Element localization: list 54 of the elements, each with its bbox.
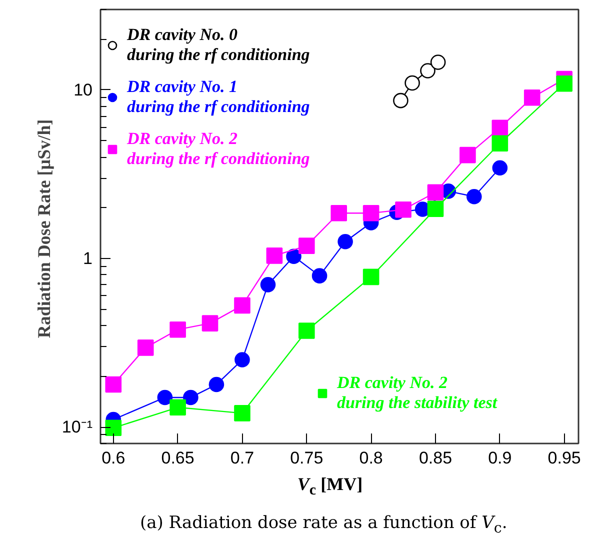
point	[105, 376, 122, 393]
x-tick-label: 0.65	[161, 448, 194, 468]
point	[170, 321, 186, 338]
point	[157, 390, 173, 406]
x-tick-label: 0.95	[548, 448, 581, 468]
point	[430, 54, 446, 70]
point	[524, 90, 540, 106]
point	[234, 405, 250, 422]
x-tick-label: 0.6	[102, 448, 126, 468]
point	[137, 340, 154, 356]
point	[202, 315, 218, 332]
y-tick-label: 10	[74, 80, 93, 100]
x-tick-label: 0.9	[488, 448, 512, 468]
point	[466, 188, 482, 204]
point	[208, 376, 224, 392]
point	[266, 248, 283, 264]
point	[298, 238, 315, 254]
legend-label: DR cavity No. 2 during the rf conditioning	[127, 129, 310, 169]
legend-label: DR cavity No. 2 during the stability test	[337, 373, 498, 413]
x-tick-label: 0.8	[359, 448, 383, 468]
point	[362, 204, 380, 222]
x-axis-title: V$_{c}$ [MV]	[297, 473, 363, 501]
point	[312, 268, 328, 284]
point	[556, 75, 572, 92]
point	[395, 202, 412, 218]
point	[492, 120, 508, 136]
text: (a) Radiation dose rate as a function of V$_{c}$.	[140, 512, 508, 538]
point	[427, 184, 444, 200]
point	[183, 390, 198, 406]
point	[420, 63, 436, 78]
point	[338, 234, 353, 250]
point	[286, 248, 302, 264]
x-tick-label: 0.75	[290, 448, 324, 468]
point	[260, 277, 276, 292]
point	[492, 160, 508, 176]
point	[362, 268, 380, 286]
y-tick-label: 10⁻¹	[62, 418, 93, 437]
point	[393, 92, 408, 108]
point	[427, 200, 444, 218]
y-axis-title: Radiation Dose Rate [µSv/h]	[34, 119, 54, 338]
point	[170, 399, 186, 416]
point	[404, 75, 420, 91]
point	[330, 204, 348, 222]
point	[460, 146, 476, 164]
x-tick-label: 0.7	[230, 448, 254, 468]
point	[492, 135, 508, 152]
point	[298, 322, 315, 339]
legend-label: DR cavity No. 0 during the rf conditioning	[127, 25, 310, 65]
point	[105, 420, 122, 436]
point	[234, 352, 250, 368]
y-tick-label: 1	[83, 249, 93, 268]
legend-label: DR cavity No. 1 during the rf conditioning	[127, 77, 310, 117]
x-tick-label: 0.85	[418, 448, 452, 468]
point	[234, 297, 250, 314]
